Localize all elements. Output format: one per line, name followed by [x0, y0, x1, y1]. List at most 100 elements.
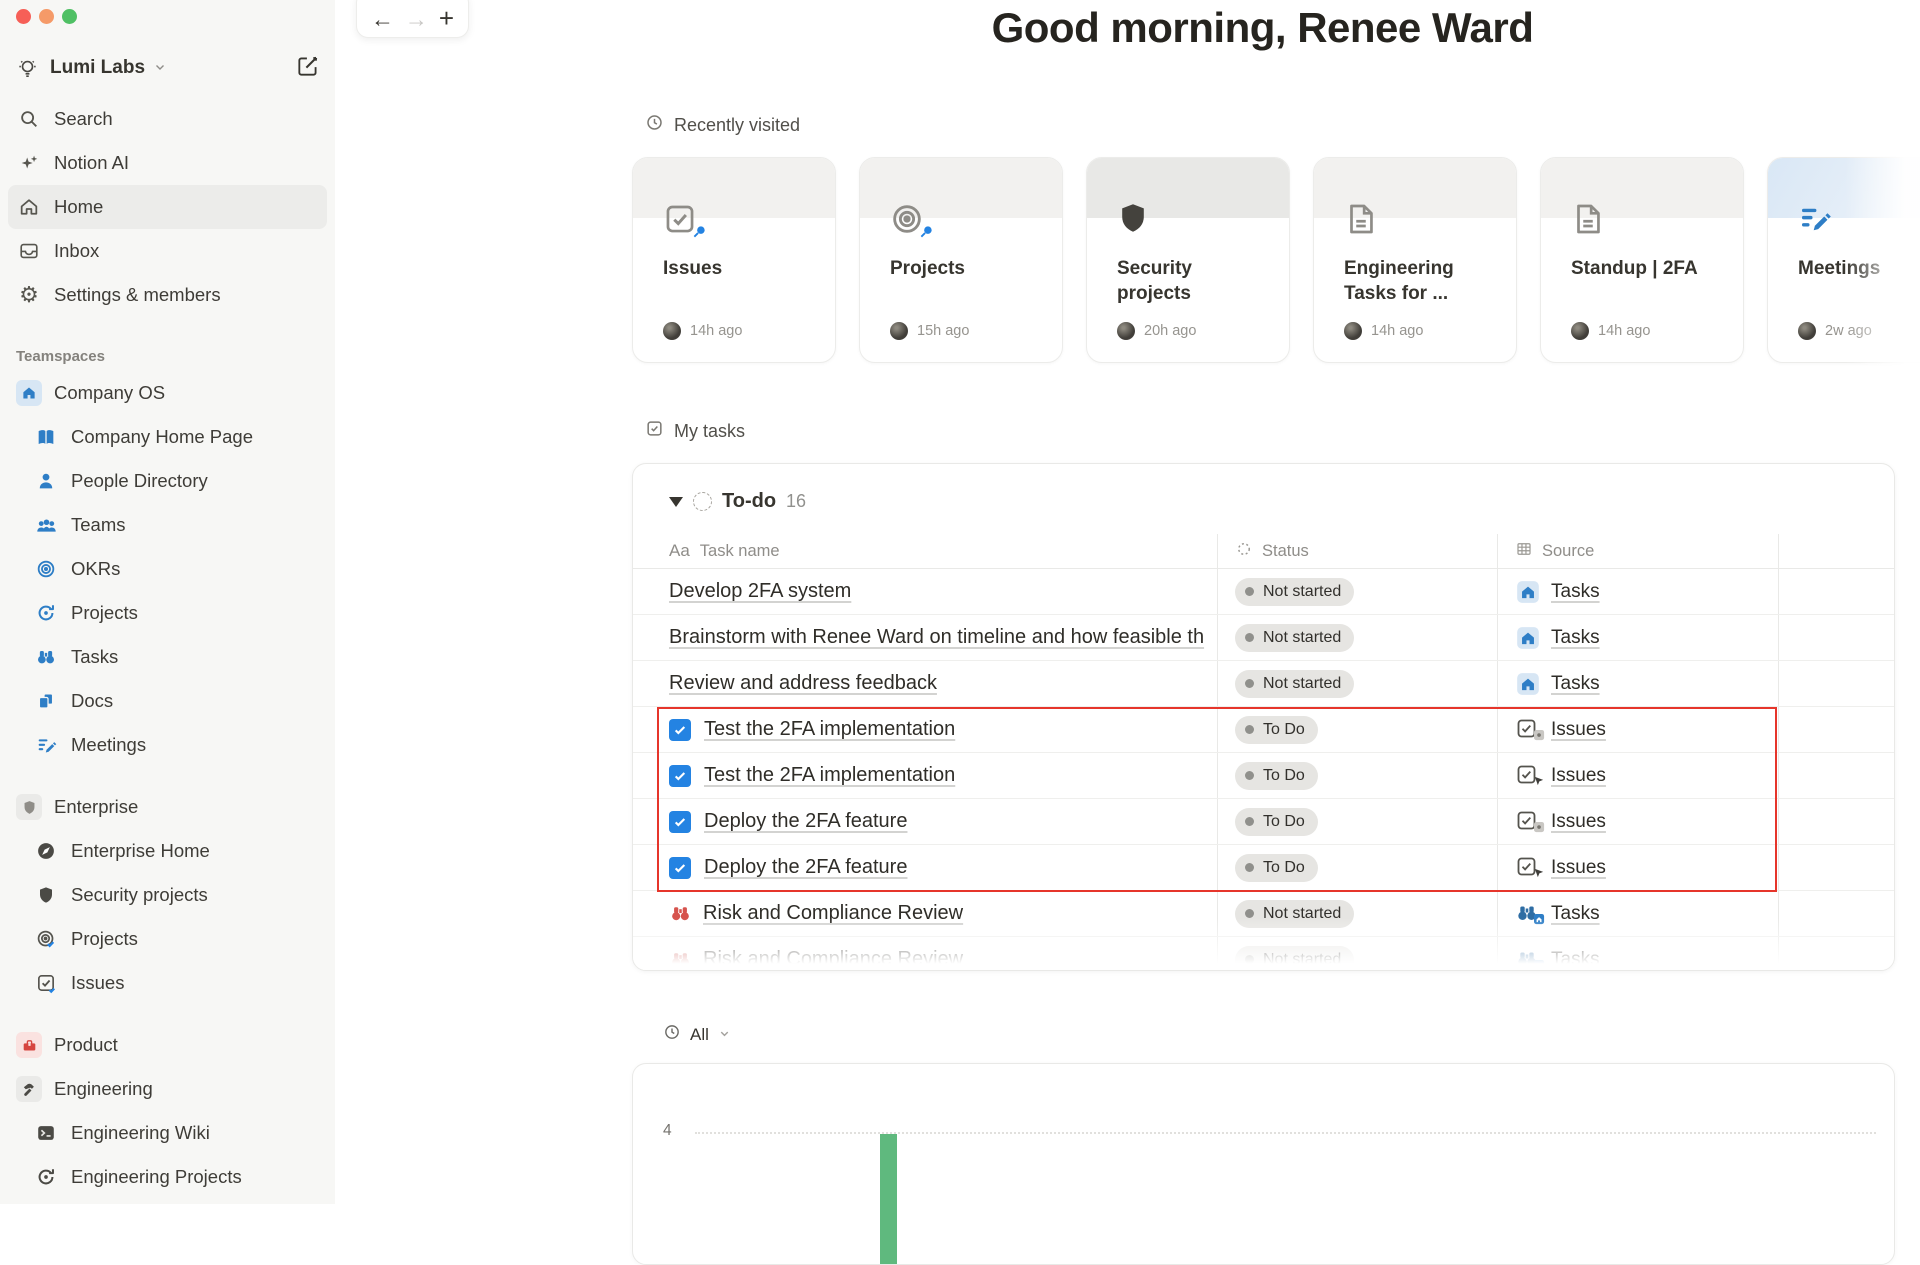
table-row[interactable]: Test the 2FA implementation To Do Issues [633, 707, 1894, 753]
sidebar-item-product[interactable]: Product [8, 1023, 327, 1067]
source-link[interactable]: Tasks [1551, 672, 1600, 694]
teamspaces-section-label: Teamspaces [16, 347, 105, 365]
sidebar-item-meetings[interactable]: Meetings [25, 723, 327, 767]
sidebar-item-people-directory[interactable]: People Directory [25, 459, 327, 503]
sidebar-item-inbox[interactable]: Inbox [8, 229, 327, 273]
card-band [1087, 158, 1289, 218]
sidebar-item-engineering-projects[interactable]: Engineering Projects [25, 1155, 327, 1199]
close-window-button[interactable] [16, 9, 31, 24]
sidebar-item-projects[interactable]: Projects [25, 591, 327, 635]
card-time: 14h ago [1598, 323, 1651, 339]
table-header-row: Aa Task name Status Source [633, 534, 1894, 569]
status-badge[interactable]: To Do [1235, 807, 1318, 836]
card-title: Projects [890, 258, 965, 279]
sidebar-item-company-os[interactable]: Company OS [8, 371, 327, 415]
card-time: 14h ago [1371, 323, 1424, 339]
status-badge[interactable]: Not started [1235, 669, 1355, 698]
sidebar-item-okrs[interactable]: OKRs [25, 547, 327, 591]
column-header-source[interactable]: Source [1497, 540, 1778, 563]
status-badge[interactable]: To Do [1235, 853, 1318, 882]
minimize-window-button[interactable] [39, 9, 54, 24]
task-name[interactable]: Develop 2FA system [669, 580, 852, 602]
meeting-notes-icon [1796, 200, 1836, 240]
sidebar-item-docs[interactable]: Docs [25, 679, 327, 723]
task-name[interactable]: Deploy the 2FA feature [704, 856, 908, 878]
sidebar-item-home[interactable]: Home [8, 185, 327, 229]
task-name[interactable]: Test the 2FA implementation [704, 718, 956, 740]
bar-series-green[interactable] [880, 1134, 897, 1264]
text-icon: Aa [669, 541, 690, 560]
workspace-switcher[interactable]: Lumi Labs [14, 50, 321, 86]
sidebar-item-tasks[interactable]: Tasks [25, 635, 327, 679]
status-badge[interactable]: To Do [1235, 761, 1318, 790]
zoom-window-button[interactable] [62, 9, 77, 24]
sidebar-item-engineering-wiki[interactable]: Engineering Wiki [25, 1111, 327, 1155]
table-row[interactable]: Develop 2FA system Not started Tasks [633, 569, 1894, 615]
back-button[interactable]: ← [371, 6, 394, 32]
card-issues[interactable]: Issues 14h ago [632, 157, 836, 363]
sidebar-item-security-projects[interactable]: Security projects [25, 873, 327, 917]
page-title: Good morning, Renee Ward [991, 4, 1534, 51]
status-badge[interactable]: Not started [1235, 577, 1355, 606]
card-title: Standup | 2FA [1571, 258, 1698, 279]
collapse-triangle-icon[interactable] [669, 496, 683, 507]
status-badge[interactable]: Not started [1235, 623, 1355, 652]
sidebar-item-company-home-page[interactable]: Company Home Page [25, 415, 327, 459]
card-title: Security projects [1117, 258, 1192, 304]
sidebar-item-teams[interactable]: Teams [25, 503, 327, 547]
sidebar-item-settings[interactable]: Settings & members [8, 273, 327, 317]
source-link[interactable]: Issues [1551, 718, 1606, 740]
sidebar-item-search[interactable]: Search [8, 97, 327, 141]
table-row[interactable]: Deploy the 2FA feature To Do Issues [633, 845, 1894, 891]
sidebar-item-enterprise[interactable]: Enterprise [8, 785, 327, 829]
sidebar-item-notion-ai[interactable]: Notion AI [8, 141, 327, 185]
sidebar-item-issues[interactable]: Issues [25, 961, 327, 1005]
card-band [860, 158, 1062, 218]
task-name[interactable]: Review and address feedback [669, 672, 937, 694]
dashed-circle-icon [693, 492, 712, 511]
compose-icon[interactable] [295, 53, 321, 84]
table-row[interactable]: Deploy the 2FA feature To Do Issues [633, 799, 1894, 845]
status-badge[interactable]: To Do [1235, 715, 1318, 744]
card-band [1541, 158, 1743, 218]
table-row[interactable]: Review and address feedback Not started … [633, 661, 1894, 707]
table-row[interactable]: Brainstorm with Renee Ward on timeline a… [633, 615, 1894, 661]
table-icon [1515, 540, 1533, 563]
checked-checkbox[interactable] [669, 810, 691, 833]
task-name[interactable]: Test the 2FA implementation [704, 764, 956, 786]
sidebar-item-engineering[interactable]: Engineering [8, 1067, 327, 1111]
new-tab-button[interactable]: + [438, 3, 454, 33]
sidebar-item-enterprise-home[interactable]: Enterprise Home [25, 829, 327, 873]
checked-checkbox[interactable] [669, 718, 691, 741]
cycle-arrow-icon [33, 600, 59, 626]
checked-checkbox[interactable] [669, 764, 691, 787]
column-header-status[interactable]: Status [1217, 540, 1497, 563]
avatar [1344, 322, 1362, 340]
column-header-task-name[interactable]: Aa Task name [669, 541, 780, 560]
source-link[interactable]: Issues [1551, 856, 1606, 878]
table-row[interactable]: Test the 2FA implementation To Do Issues [633, 753, 1894, 799]
recently-visited-cards: Issues 14h ago Projects 15h ago Security… [632, 157, 1920, 363]
card-engineering-tasks[interactable]: Engineering Tasks for ... 14h ago [1313, 157, 1517, 363]
card-projects[interactable]: Projects 15h ago [859, 157, 1063, 363]
task-name[interactable]: Brainstorm with Renee Ward on timeline a… [669, 626, 1205, 648]
terminal-icon [33, 1120, 59, 1146]
chart-filter-dropdown[interactable]: All [663, 1023, 731, 1046]
sidebar-item-enterprise-projects[interactable]: Projects [25, 917, 327, 961]
group-name[interactable]: To-do [722, 490, 777, 512]
source-link[interactable]: Issues [1551, 764, 1606, 786]
forward-button[interactable]: → [404, 6, 428, 32]
source-link[interactable]: Tasks [1551, 626, 1600, 648]
card-security-projects[interactable]: Security projects 20h ago [1086, 157, 1290, 363]
task-name[interactable]: Deploy the 2FA feature [704, 810, 908, 832]
card-standup-2fa[interactable]: Standup | 2FA 14h ago [1540, 157, 1744, 363]
home-icon [16, 194, 42, 220]
right-edge-fade [1845, 150, 1920, 370]
checkbox-dot-badge-icon [1515, 809, 1545, 835]
pages-icon [33, 688, 59, 714]
source-link[interactable]: Issues [1551, 810, 1606, 832]
checked-checkbox[interactable] [669, 856, 691, 879]
target-icon [33, 556, 59, 582]
source-link[interactable]: Tasks [1551, 580, 1600, 602]
card-title: Engineering Tasks for ... [1344, 258, 1454, 304]
